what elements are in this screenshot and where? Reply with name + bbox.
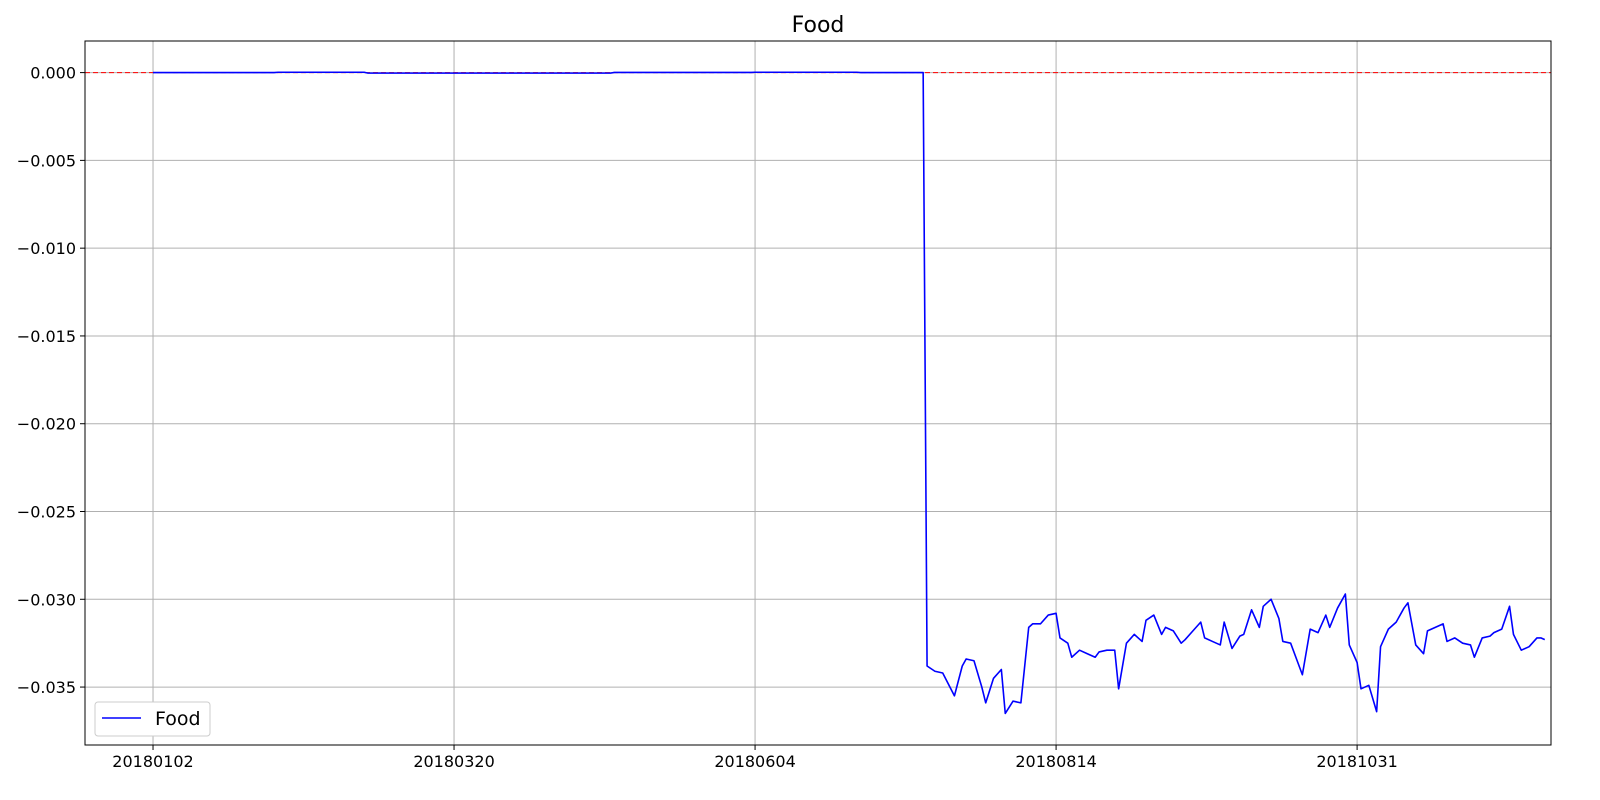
x-tick-label: 20180102 xyxy=(112,752,193,771)
y-tick-label: −0.010 xyxy=(17,239,76,258)
x-tick-label: 20180814 xyxy=(1015,752,1096,771)
series-line-food xyxy=(153,71,1546,715)
chart-title: Food xyxy=(792,13,845,38)
x-tick-label: 20180604 xyxy=(714,752,795,771)
y-tick-label: −0.025 xyxy=(17,503,76,522)
y-tick-label: −0.030 xyxy=(17,590,76,609)
plot-frame xyxy=(84,40,1552,746)
y-tick-label: −0.020 xyxy=(17,415,76,434)
legend-label-food: Food xyxy=(155,708,201,730)
x-tick-label: 20181031 xyxy=(1316,752,1397,771)
legend-box xyxy=(94,701,211,737)
y-tick-label: −0.005 xyxy=(17,151,76,170)
y-tick-label: −0.035 xyxy=(17,678,76,697)
y-axis: 0.000 −0.005 −0.010 −0.015 −0.020 −0.025 −0.03… xyxy=(17,64,85,697)
x-tick-label: 20180320 xyxy=(413,752,494,771)
x-axis: 20180102 20180320 20180604 20180814 20181031 xyxy=(112,745,1398,771)
legend: Food xyxy=(94,701,211,737)
grid xyxy=(85,41,1551,745)
y-tick-label: −0.015 xyxy=(17,327,76,346)
y-tick-label: 0.000 xyxy=(30,64,76,83)
series-layer xyxy=(153,71,1546,715)
